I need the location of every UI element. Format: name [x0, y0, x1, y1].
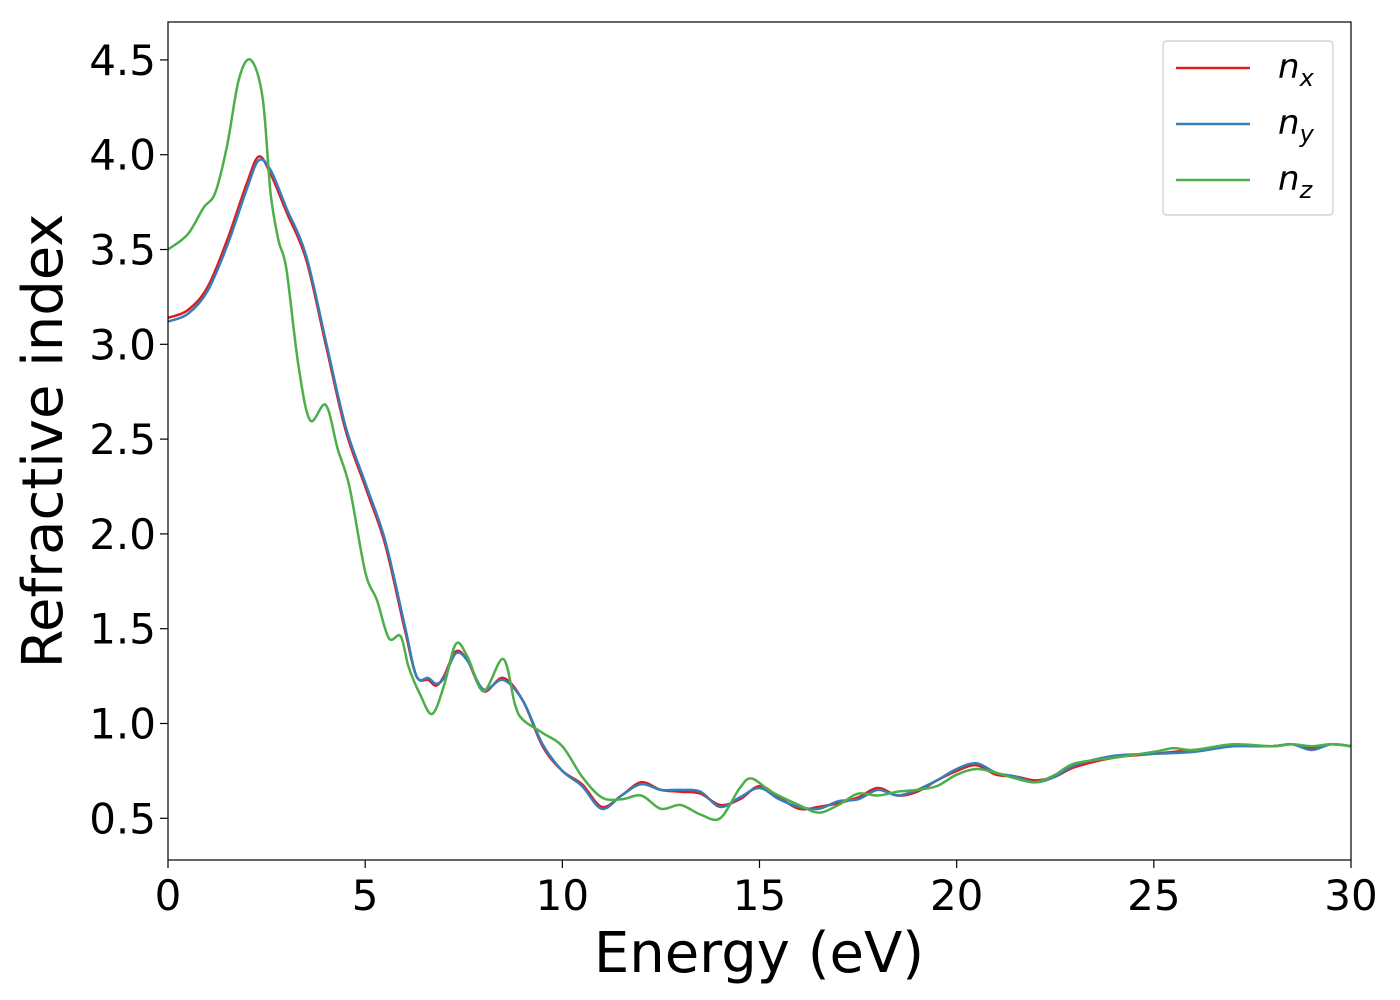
y-tick-label: 2.5	[89, 415, 156, 464]
y-axis-label: Refractive index	[11, 214, 76, 669]
y-tick-label: 4.5	[89, 36, 156, 85]
x-tick-label: 30	[1324, 871, 1377, 920]
series-line-n-y	[167, 158, 1352, 811]
y-tick-label: 3.5	[89, 226, 156, 275]
x-axis-label: Energy (eV)	[594, 921, 924, 986]
y-tick-label: 2.0	[89, 510, 156, 559]
y-tick-label: 1.0	[89, 699, 156, 748]
legend-box	[1162, 40, 1334, 216]
x-tick-label: 5	[352, 871, 379, 920]
x-tick-label: 25	[1127, 871, 1180, 920]
x-tick-label: 20	[930, 871, 983, 920]
y-tick-label: 0.5	[89, 794, 156, 843]
legend-label-n-z: nz	[1278, 159, 1314, 204]
series-layer	[167, 58, 1352, 822]
legend: nx ny nz	[1162, 40, 1334, 216]
y-tick-label: 4.0	[89, 131, 156, 180]
y-axis: 0.5 1.0 1.5 2.0 2.5 3.0 3.5 4.0 4.5	[89, 36, 168, 843]
x-tick-label: 0	[155, 871, 182, 920]
x-tick-label: 10	[536, 871, 589, 920]
x-axis: 0 5 10 15 20 25 30	[155, 860, 1378, 920]
legend-label-n-y: ny	[1278, 103, 1315, 148]
legend-label-n-x: nx	[1278, 47, 1315, 92]
series-line-n-z	[167, 58, 1352, 822]
y-tick-label: 3.0	[89, 320, 156, 369]
x-tick-label: 15	[733, 871, 786, 920]
y-tick-label: 1.5	[89, 605, 156, 654]
